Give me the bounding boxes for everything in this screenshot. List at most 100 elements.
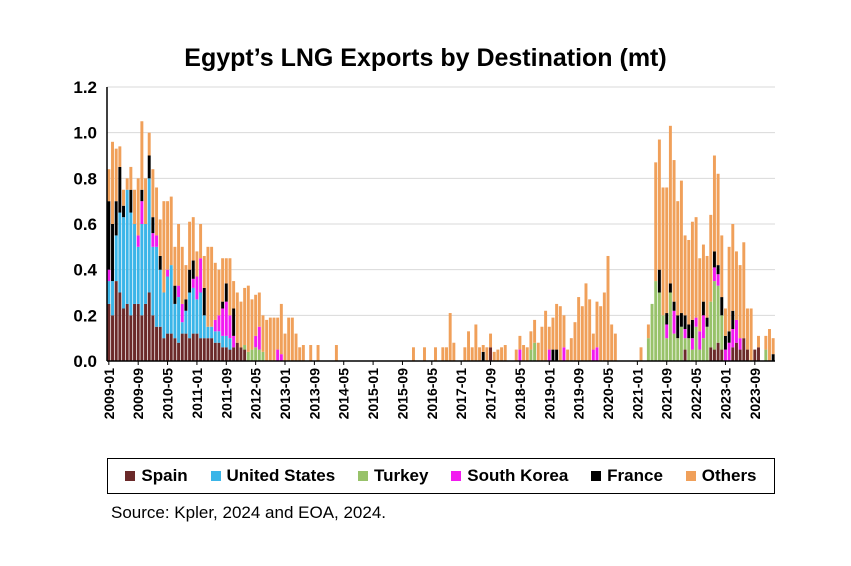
bar-france [683, 315, 687, 330]
bar-france [107, 201, 111, 270]
bar-south-korea [279, 354, 283, 361]
bar-others [536, 342, 540, 361]
x-tick-label: 2011-01 [189, 368, 205, 419]
bar-others [657, 139, 661, 270]
bar-united-states [162, 292, 166, 339]
bar-others [301, 345, 305, 361]
bar-south-korea [191, 278, 195, 288]
bar-united-states [151, 246, 155, 316]
bar-spain [147, 292, 151, 361]
x-tick-label: 2023-01 [717, 368, 733, 420]
bar-spain [213, 342, 217, 361]
bar-others [591, 333, 595, 350]
bar-others [478, 347, 482, 361]
bar-spain [221, 347, 225, 361]
bar-spain [180, 333, 184, 361]
bar-south-korea [151, 233, 155, 247]
bar-others [129, 166, 133, 190]
bar-others [298, 347, 302, 361]
x-tick-label: 2009-01 [101, 368, 117, 420]
bar-spain [753, 349, 757, 361]
bar-turkey [690, 349, 694, 361]
bar-spain [144, 303, 148, 361]
bar-south-korea [254, 335, 258, 348]
bar-others [500, 347, 504, 361]
bar-others [279, 303, 283, 355]
bar-others [125, 178, 129, 190]
bar-others [712, 155, 716, 252]
bar-turkey [705, 326, 709, 361]
bar-others [474, 324, 478, 361]
bar-others [646, 324, 650, 339]
legend-item-turkey: Turkey [357, 466, 428, 486]
bar-others [423, 347, 426, 361]
bar-others [742, 242, 746, 339]
bar-others [177, 224, 181, 286]
bar-others [235, 292, 239, 343]
bar-spain [738, 349, 742, 361]
bar-others [668, 125, 672, 284]
bar-others [577, 297, 581, 361]
bar-others [661, 187, 665, 316]
bar-spain [206, 338, 210, 361]
bar-spain [136, 303, 140, 361]
bar-united-states [221, 335, 225, 348]
bar-south-korea [727, 342, 731, 361]
bar-spain [177, 342, 181, 361]
bar-south-korea [166, 269, 170, 277]
bar-others [540, 326, 544, 361]
bar-south-korea [591, 349, 595, 361]
bar-others [764, 335, 768, 350]
bar-turkey [250, 349, 254, 361]
x-tick-label: 2019-01 [541, 368, 557, 420]
x-tick-label: 2020-05 [600, 368, 616, 420]
bar-turkey [694, 326, 698, 361]
bar-france [712, 251, 716, 268]
bar-others [720, 235, 724, 298]
bar-france [158, 255, 162, 270]
bar-south-korea [257, 326, 261, 350]
bar-spain [169, 333, 173, 361]
bar-south-korea [276, 349, 280, 361]
bar-south-korea [217, 315, 221, 332]
bar-others [522, 345, 526, 361]
x-tick-label: 2010-05 [160, 368, 176, 420]
bar-turkey [261, 351, 265, 361]
bar-others [316, 345, 320, 361]
bar-united-states [228, 338, 232, 350]
legend-swatch [210, 471, 221, 481]
y-tick-label: 0.4 [73, 261, 97, 280]
bar-south-korea [716, 274, 720, 286]
bar-france [114, 201, 118, 236]
bar-others [111, 141, 114, 224]
bar-united-states [140, 224, 144, 316]
bar-others [463, 347, 467, 361]
x-tick-label: 2017-09 [483, 368, 499, 420]
bar-turkey [698, 349, 702, 361]
bar-turkey [764, 349, 768, 361]
bar-france [551, 349, 555, 361]
bar-others [503, 345, 507, 361]
bar-spain [742, 338, 746, 361]
bar-turkey [720, 315, 724, 350]
bar-others [162, 201, 166, 293]
bar-others [467, 331, 470, 361]
bar-others [213, 262, 217, 320]
bar-others [144, 178, 148, 224]
bar-france [731, 310, 735, 330]
bar-united-states [122, 217, 125, 309]
chart-title: Egypt’s LNG Exports by Destination (mt) [184, 44, 667, 72]
bar-others [140, 121, 144, 190]
bar-others [606, 255, 610, 361]
bar-france [676, 315, 680, 339]
bar-others [654, 162, 658, 282]
bar-others [155, 187, 159, 236]
bar-south-korea [734, 319, 738, 343]
bar-turkey [257, 349, 261, 361]
legend: Spain United States Turkey South Korea Franc… [107, 458, 775, 494]
bar-south-korea [221, 308, 225, 336]
bar-others [738, 265, 742, 339]
bar-others [294, 333, 298, 361]
bar-france [668, 283, 672, 293]
bar-turkey [672, 333, 676, 361]
